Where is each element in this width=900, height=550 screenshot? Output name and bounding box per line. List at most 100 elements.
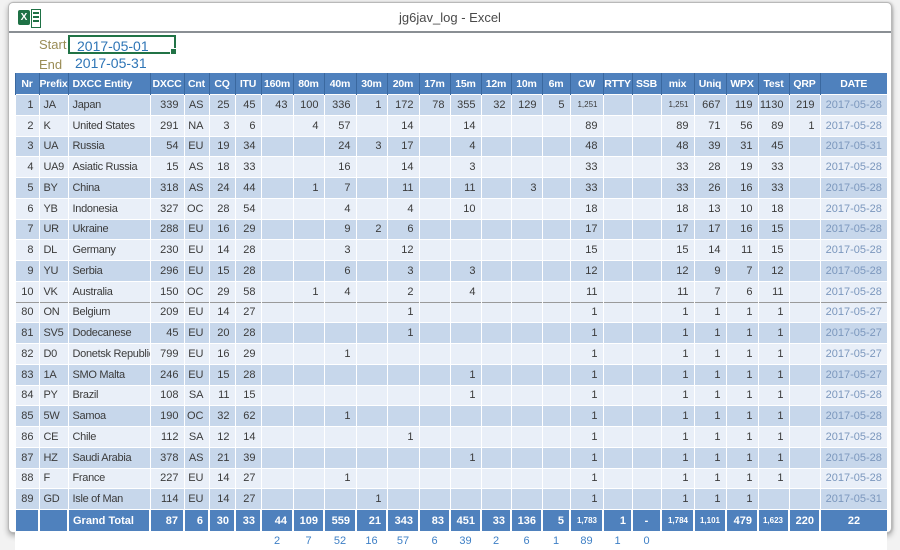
cell-10m[interactable]	[510, 135, 542, 157]
cell-prefix[interactable]: BY	[38, 177, 68, 199]
cell-20m[interactable]: 343	[386, 509, 419, 531]
cell-ssb[interactable]	[631, 94, 661, 116]
cell-cnt[interactable]: AS	[183, 446, 209, 468]
cell-17m[interactable]: 6	[419, 531, 450, 550]
cell-uniq[interactable]: 1	[693, 301, 726, 323]
col-header-80m[interactable]: 80m	[292, 73, 324, 95]
cell-80m[interactable]	[292, 156, 324, 178]
cell-qrp[interactable]	[788, 488, 820, 510]
cell-uniq[interactable]: 667	[693, 94, 726, 116]
cell-cnt[interactable]: NA	[183, 114, 209, 136]
cell-prefix[interactable]: UA9	[38, 156, 68, 178]
cell-dxcc[interactable]: 112	[149, 426, 184, 448]
col-header-dxcc[interactable]: DXCC	[149, 73, 184, 95]
cell-wpx[interactable]: 1	[725, 363, 758, 385]
cell-nr[interactable]: 82	[14, 343, 39, 365]
cell-dxcc-entity[interactable]: Japan	[67, 94, 150, 116]
cell-uniq[interactable]: 1,101	[693, 509, 726, 531]
cell-dxcc-entity[interactable]: Ukraine	[67, 218, 150, 240]
cell-cnt[interactable]: AS	[183, 156, 209, 178]
cell-10m[interactable]	[510, 114, 542, 136]
cell-dxcc-entity[interactable]: China	[67, 177, 150, 199]
cell-cnt[interactable]: EU	[183, 301, 209, 323]
cell-rtty[interactable]	[602, 218, 632, 240]
cell-cq[interactable]: 11	[208, 384, 235, 406]
col-header-itu[interactable]: ITU	[234, 73, 261, 95]
cell-10m[interactable]	[510, 405, 542, 427]
cell-ssb[interactable]: 0	[632, 531, 661, 550]
cell-10m[interactable]: 6	[511, 531, 542, 550]
cell-160m[interactable]	[260, 280, 293, 302]
cell-40m[interactable]: 24	[323, 135, 356, 157]
cell-12m[interactable]	[480, 301, 511, 323]
cell-uniq[interactable]: 26	[693, 177, 726, 199]
cell-nr[interactable]: 3	[14, 135, 39, 157]
col-header-ssb[interactable]: SSB	[631, 73, 661, 95]
cell-30m[interactable]: 16	[356, 531, 387, 550]
cell-12m[interactable]: 32	[480, 94, 511, 116]
col-header-15m[interactable]: 15m	[449, 73, 481, 95]
cell-uniq[interactable]: 17	[693, 218, 726, 240]
cell-12m[interactable]	[480, 363, 511, 385]
cell-uniq[interactable]: 1	[693, 322, 726, 344]
cell-cw[interactable]: 48	[569, 135, 603, 157]
cell-cq[interactable]: 3	[208, 114, 235, 136]
cell-prefix[interactable]: YU	[38, 260, 68, 282]
cell-dxcc-entity[interactable]: Asiatic Russia	[67, 156, 150, 178]
cell-6m[interactable]	[541, 343, 570, 365]
cell-mix[interactable]: 33	[660, 177, 694, 199]
cell-itu[interactable]: 29	[234, 218, 261, 240]
cell-cq[interactable]: 15	[208, 363, 235, 385]
cell-dxcc-entity[interactable]: Germany	[67, 239, 150, 261]
cell-30m[interactable]	[355, 322, 387, 344]
cell-dxcc[interactable]: 87	[149, 509, 184, 531]
cell-rtty[interactable]	[602, 114, 632, 136]
cell-cnt[interactable]: EU	[183, 218, 209, 240]
cell-10m[interactable]	[510, 156, 542, 178]
cell-test[interactable]: 1	[757, 363, 789, 385]
cell-wpx[interactable]: 31	[725, 135, 758, 157]
cell-15m[interactable]	[449, 426, 481, 448]
cell-12m[interactable]	[480, 239, 511, 261]
cell-30m[interactable]	[355, 114, 387, 136]
cell-40m[interactable]	[323, 301, 356, 323]
cell-80m[interactable]	[292, 446, 324, 468]
cell-mix[interactable]: 1	[660, 446, 694, 468]
cell-mix[interactable]: 1	[660, 322, 694, 344]
cell-80m[interactable]	[292, 426, 324, 448]
cell-12m[interactable]	[480, 177, 511, 199]
cell-wpx[interactable]: 479	[725, 509, 758, 531]
cell-17m[interactable]: 78	[418, 94, 450, 116]
cell-12m[interactable]: 2	[481, 531, 511, 550]
cell-ssb[interactable]	[631, 260, 661, 282]
cell-cnt[interactable]: EU	[183, 239, 209, 261]
cell-date[interactable]: 2017-05-28	[819, 156, 887, 178]
cell-nr[interactable]: 1	[14, 94, 39, 116]
cell-test[interactable]: 11	[757, 280, 789, 302]
col-header-date[interactable]: DATE	[819, 73, 887, 95]
cell-17m[interactable]	[418, 446, 450, 468]
cell-itu[interactable]: 58	[234, 280, 261, 302]
cell-date[interactable]: 2017-05-28	[819, 467, 887, 489]
cell-cq[interactable]: 24	[208, 177, 235, 199]
cell-dxcc[interactable]	[150, 531, 184, 550]
cell-12m[interactable]	[480, 384, 511, 406]
cell-mix[interactable]: 1,251	[660, 94, 694, 116]
cell-17m[interactable]	[418, 218, 450, 240]
cell-ssb[interactable]	[631, 426, 661, 448]
col-header-30m[interactable]: 30m	[355, 73, 387, 95]
cell-nr[interactable]: 84	[14, 384, 39, 406]
cell-rtty[interactable]	[602, 426, 632, 448]
cell-20m[interactable]: 6	[386, 218, 419, 240]
cell-6m[interactable]	[541, 260, 570, 282]
cell-dxcc-entity[interactable]: Serbia	[67, 260, 150, 282]
cell-dxcc-entity[interactable]: Brazil	[67, 384, 150, 406]
cell-cq[interactable]: 32	[208, 405, 235, 427]
cell-rtty[interactable]	[602, 177, 632, 199]
cell-17m[interactable]	[418, 363, 450, 385]
cell-cw[interactable]: 1	[569, 467, 603, 489]
cell-prefix[interactable]: 5W	[38, 405, 68, 427]
cell-cw[interactable]: 1,783	[569, 509, 603, 531]
cell-cq[interactable]: 14	[208, 467, 235, 489]
cell-cq[interactable]: 30	[208, 509, 235, 531]
